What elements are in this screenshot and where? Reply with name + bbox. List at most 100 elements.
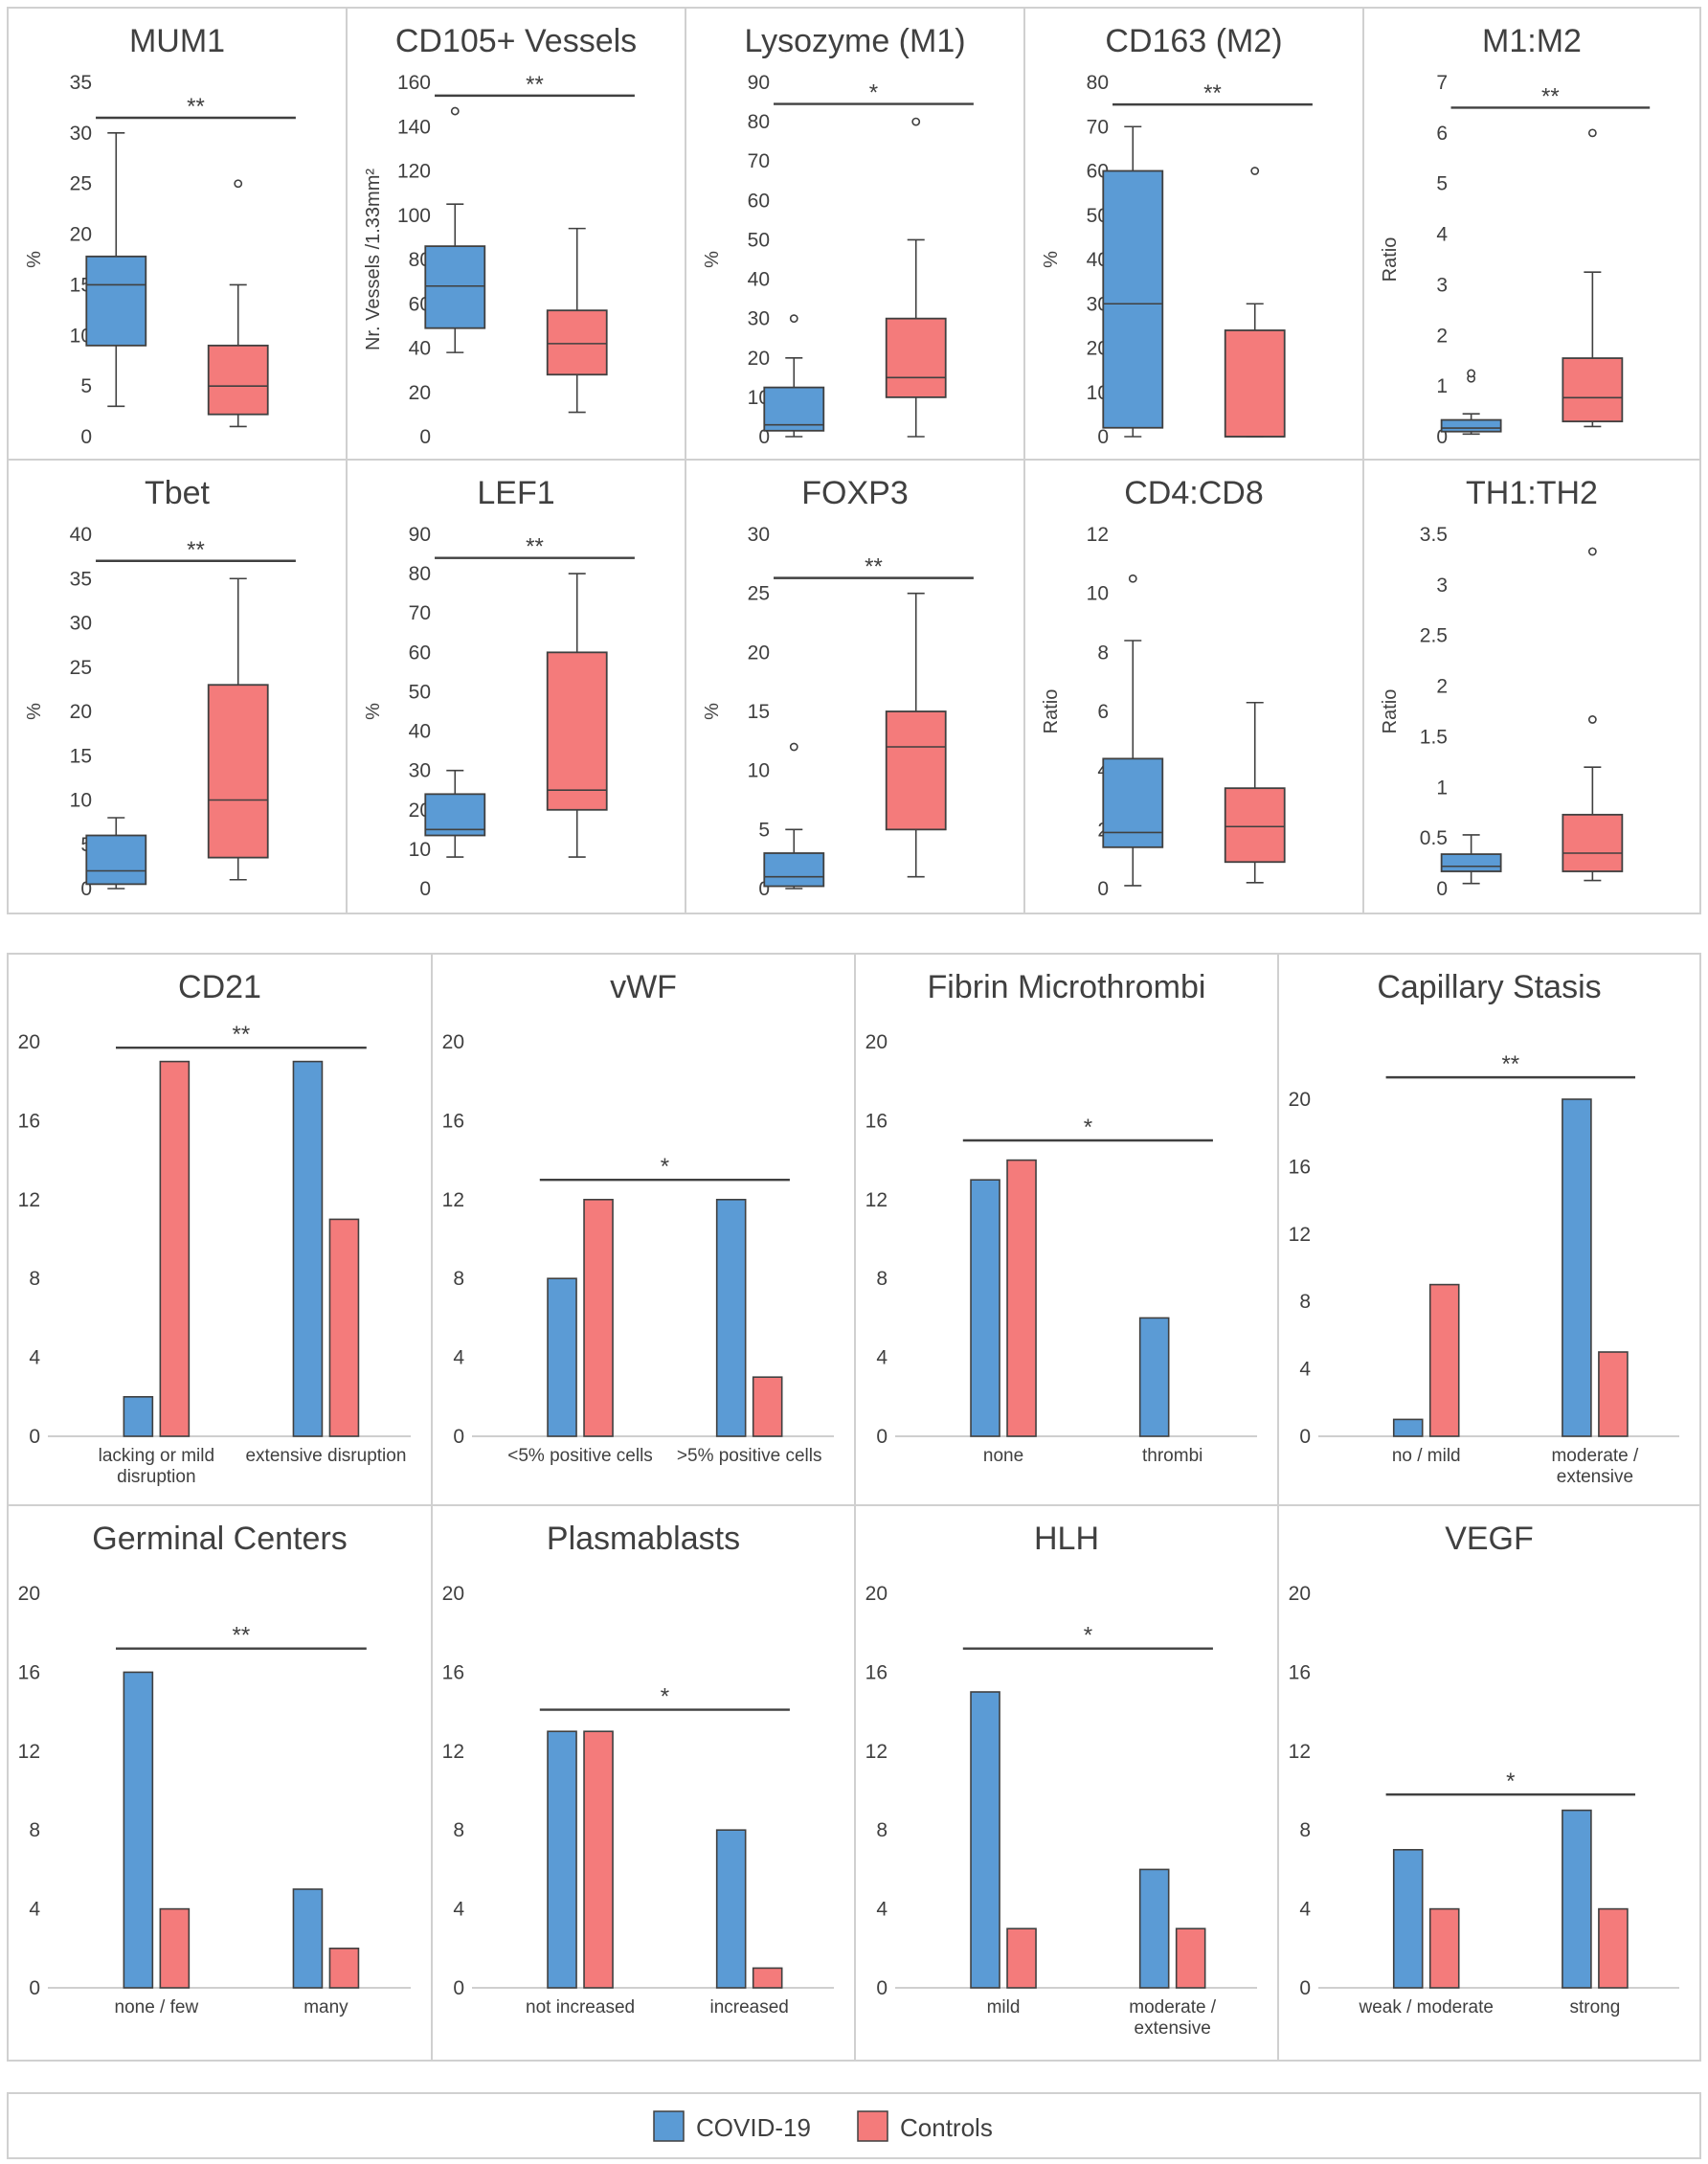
box-controls <box>546 573 608 858</box>
chart-title: Plasmablasts <box>547 1521 740 1557</box>
y-axis-label: Nr. Vessels /1.33mm² <box>363 169 384 350</box>
outlier-point <box>789 314 798 324</box>
panel-frame-16 <box>431 1504 856 2062</box>
y-tick-label: 20 <box>1289 1089 1311 1111</box>
panel-frame-6 <box>7 459 348 914</box>
box-covid <box>424 106 486 353</box>
y-tick-label: 20 <box>748 642 770 664</box>
bar-controls <box>1006 1159 1037 1437</box>
panel-frame-18 <box>1277 1504 1701 2062</box>
y-tick-label: 10 <box>1087 583 1109 605</box>
bar-controls <box>1428 1907 1460 1989</box>
significance-marker: ** <box>1501 1051 1519 1077</box>
bar-covid <box>123 1671 154 1989</box>
y-tick-label: 0 <box>80 426 92 448</box>
chart-17: HLH 0 4 8 12 16 20 mild moderate /extensive * <box>865 1521 1257 2039</box>
y-tick-label: 10 <box>70 790 92 812</box>
significance-marker: ** <box>187 94 205 120</box>
chart-5: M1:M2 0 1 2 3 4 5 6 7 Ratio ** <box>1380 23 1651 448</box>
box-covid <box>1440 369 1502 436</box>
outlier-point <box>1250 167 1260 175</box>
y-tick-label: 8 <box>1299 1819 1311 1841</box>
chart-title: CD105+ Vessels <box>395 23 637 59</box>
outlier-point <box>1587 547 1597 556</box>
y-tick-label: 15 <box>748 701 770 723</box>
y-tick-label: 20 <box>865 1583 888 1605</box>
y-tick-label: 20 <box>70 701 92 723</box>
bar-controls <box>328 1948 360 1989</box>
bar-covid <box>715 1829 747 1989</box>
y-tick-label: 2.5 <box>1420 625 1448 647</box>
y-tick-label: 70 <box>409 602 431 624</box>
y-axis-label: % <box>702 703 723 720</box>
y-tick-label: 25 <box>70 657 92 679</box>
x-category-label: extensive disruption <box>245 1446 406 1466</box>
y-tick-label: 16 <box>1289 1156 1311 1178</box>
box-covid <box>1102 125 1164 438</box>
chart-title: TH1:TH2 <box>1466 475 1598 511</box>
y-tick-label: 15 <box>70 745 92 767</box>
chart-13: Fibrin Microthrombi 0 4 8 12 16 20 none thrombi * <box>865 969 1257 1466</box>
x-category-label: none <box>983 1446 1023 1466</box>
box-iqr <box>1102 169 1164 429</box>
significance-marker: ** <box>233 1022 251 1048</box>
y-tick-label: 60 <box>409 642 431 664</box>
y-tick-label: 50 <box>409 681 431 703</box>
y-tick-label: 35 <box>70 568 92 590</box>
y-tick-label: 7 <box>1436 72 1448 94</box>
y-tick-label: 12 <box>1289 1224 1311 1246</box>
x-category-label: mild <box>987 1997 1021 2017</box>
box-covid <box>763 314 825 438</box>
panel-frame-10 <box>1362 459 1701 914</box>
y-tick-label: 12 <box>1087 524 1109 546</box>
y-tick-label: 4 <box>453 1899 464 1921</box>
y-tick-label: 90 <box>748 72 770 94</box>
bar-controls <box>328 1218 360 1437</box>
bar-controls <box>1428 1283 1460 1437</box>
box-iqr <box>207 684 269 859</box>
y-tick-label: 8 <box>453 1819 464 1841</box>
y-tick-label: 5 <box>80 375 92 397</box>
panel-frame-11 <box>7 953 433 1506</box>
y-tick-label: 8 <box>29 1268 40 1290</box>
box-iqr <box>424 793 486 837</box>
legend-swatch-controls <box>857 2110 888 2142</box>
y-tick-label: 80 <box>409 563 431 585</box>
panel-frame-8 <box>685 459 1025 914</box>
y-tick-label: 4 <box>1299 1359 1311 1381</box>
y-tick-label: 6 <box>1436 123 1448 145</box>
y-tick-label: 12 <box>18 1741 40 1763</box>
box-covid <box>1440 834 1502 885</box>
chart-title: Capillary Stasis <box>1377 969 1601 1005</box>
panel-frame-12 <box>431 953 856 1506</box>
y-tick-label: 30 <box>70 613 92 635</box>
y-tick-label: 0 <box>453 1426 464 1448</box>
x-category-label: not increased <box>526 1997 635 2017</box>
bar-covid <box>1392 1418 1424 1437</box>
box-iqr <box>1102 757 1164 848</box>
y-tick-label: 0 <box>1436 878 1448 900</box>
x-category-label: strong <box>1570 1997 1621 2017</box>
y-tick-label: 20 <box>1289 1583 1311 1605</box>
bar-controls <box>583 1199 614 1437</box>
bar-covid <box>123 1396 154 1437</box>
significance-marker: * <box>869 80 878 106</box>
y-tick-label: 16 <box>18 1661 40 1683</box>
y-tick-label: 20 <box>18 1583 40 1605</box>
y-tick-label: 16 <box>1289 1661 1311 1683</box>
y-tick-label: 40 <box>409 338 431 360</box>
chart-title: CD21 <box>178 969 261 1005</box>
x-category-label: increased <box>709 1997 788 2017</box>
box-iqr <box>1224 787 1286 864</box>
significance-marker: ** <box>526 72 544 98</box>
bar-covid <box>547 1730 577 1989</box>
bar-controls <box>583 1730 614 1989</box>
panel-frame-14 <box>1277 953 1701 1506</box>
box-covid <box>763 742 825 890</box>
outlier-point <box>789 742 798 752</box>
y-tick-label: 3 <box>1436 575 1448 597</box>
y-tick-label: 2 <box>1436 676 1448 698</box>
y-tick-label: 8 <box>876 1819 888 1841</box>
y-tick-label: 8 <box>453 1268 464 1290</box>
